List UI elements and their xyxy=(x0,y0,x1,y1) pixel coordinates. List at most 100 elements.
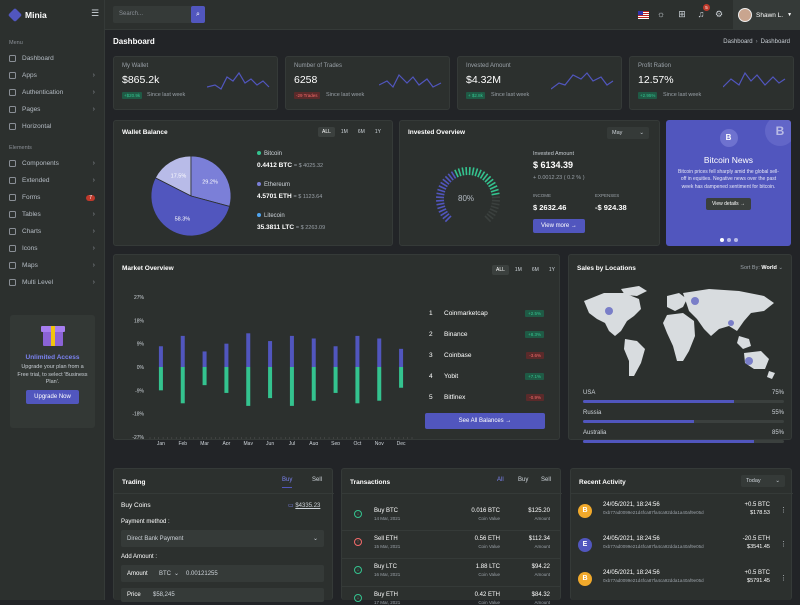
promo-description: Upgrade your plan from a Free trial, to … xyxy=(16,364,89,387)
view-more-button[interactable]: View more → xyxy=(533,219,585,233)
bar[interactable] xyxy=(334,346,338,367)
tab-1y[interactable]: 1Y xyxy=(371,127,385,137)
bar[interactable] xyxy=(246,333,250,367)
gear-icon[interactable]: ⚙ xyxy=(714,9,724,19)
expenses-value: -$ 924.38 xyxy=(595,203,627,212)
bar[interactable] xyxy=(399,367,403,388)
tab-1m[interactable]: 1M xyxy=(337,127,352,137)
payment-method-select[interactable]: Direct Bank Payment⌄ xyxy=(121,530,324,547)
balance-link[interactable]: ▭ $4335.23 xyxy=(288,502,320,509)
exchange-change-badge: -0.9% xyxy=(526,394,544,401)
month-select[interactable]: May⌄ xyxy=(607,127,649,139)
theme-toggle-icon[interactable]: ☼ xyxy=(656,9,666,19)
more-options-icon[interactable]: ⋮ xyxy=(780,574,787,582)
tab-all[interactable]: All xyxy=(497,477,504,483)
bar[interactable] xyxy=(181,336,185,367)
bar[interactable] xyxy=(312,338,316,367)
coin-name: Litecoin xyxy=(257,213,285,219)
sidebar-item-multi-level[interactable]: Multi Level› xyxy=(0,274,104,291)
us-flag-icon[interactable] xyxy=(638,11,649,19)
location-name: Australia xyxy=(583,430,606,436)
brand[interactable]: Minia xyxy=(0,0,104,30)
search-input[interactable]: Search... xyxy=(113,6,203,23)
bar[interactable] xyxy=(312,367,316,401)
sidebar-item-charts[interactable]: Charts› xyxy=(0,223,104,240)
bar[interactable] xyxy=(399,349,403,367)
tab-all[interactable]: ALL xyxy=(318,127,335,137)
world-map[interactable] xyxy=(579,281,784,386)
sidebar-item-components[interactable]: Components› xyxy=(0,155,104,172)
gauge-tick xyxy=(439,186,446,189)
sidebar-item-apps[interactable]: Apps› xyxy=(0,67,104,84)
user-menu[interactable]: Shawn L. ▼ xyxy=(733,0,800,30)
bar[interactable] xyxy=(203,351,207,367)
bar[interactable] xyxy=(355,336,359,367)
tab-sell[interactable]: Sell xyxy=(541,477,551,483)
gauge-tick xyxy=(458,168,460,176)
sidebar-item-icons[interactable]: Icons› xyxy=(0,240,104,257)
search-icon[interactable]: ⌕ xyxy=(191,6,205,23)
tab-6m[interactable]: 6M xyxy=(354,127,369,137)
more-options-icon[interactable]: ⋮ xyxy=(780,506,787,514)
menu-toggle-icon[interactable]: ☰ xyxy=(90,8,100,18)
bar[interactable] xyxy=(377,367,381,401)
bar[interactable] xyxy=(334,367,338,393)
stat-label: Profit Ration xyxy=(638,63,671,69)
bar[interactable] xyxy=(224,367,228,393)
bar[interactable] xyxy=(290,367,294,406)
see-all-balances-button[interactable]: See All Balances → xyxy=(425,413,545,429)
bar[interactable] xyxy=(290,336,294,367)
apps-grid-icon[interactable]: ⊞ xyxy=(677,9,687,19)
tab-6m[interactable]: 6M xyxy=(528,265,543,275)
bar[interactable] xyxy=(159,346,163,367)
tab-buy[interactable]: Buy xyxy=(518,477,528,483)
sidebar-item-horizontal[interactable]: Horizontal xyxy=(0,118,104,135)
sidebar-item-tables[interactable]: Tables› xyxy=(0,206,104,223)
gauge-tick xyxy=(490,186,497,189)
bar[interactable] xyxy=(224,344,228,367)
bar[interactable] xyxy=(181,367,185,403)
y-tick-label: 27% xyxy=(134,295,145,301)
sort-select[interactable]: Sort By: World ⌄ xyxy=(740,265,783,271)
bar[interactable] xyxy=(203,367,207,385)
bar[interactable] xyxy=(377,338,381,367)
x-tick-label: Apr xyxy=(223,441,231,445)
activity-period-select[interactable]: Today⌄ xyxy=(741,475,785,487)
sidebar-item-authentication[interactable]: Authentication› xyxy=(0,84,104,101)
tab-sell[interactable]: Sell xyxy=(312,477,322,483)
wallet-title: Wallet Balance xyxy=(122,129,168,136)
bar[interactable] xyxy=(159,367,163,390)
menu-item-icon xyxy=(9,228,16,235)
add-amount-label: Add Amount : xyxy=(121,554,157,560)
tab-all[interactable]: ALL xyxy=(492,265,509,275)
bar[interactable] xyxy=(355,367,359,403)
sidebar-item-extended[interactable]: Extended› xyxy=(0,172,104,189)
breadcrumb-item[interactable]: Dashboard xyxy=(723,39,752,45)
upgrade-button[interactable]: Upgrade Now xyxy=(26,390,79,404)
bar[interactable] xyxy=(268,341,272,367)
tab-1m[interactable]: 1M xyxy=(511,265,526,275)
x-tick-label: Mar xyxy=(200,441,209,445)
sidebar-item-maps[interactable]: Maps› xyxy=(0,257,104,274)
more-options-icon[interactable]: ⋮ xyxy=(780,540,787,548)
bar[interactable] xyxy=(246,367,250,406)
view-details-button[interactable]: View details → xyxy=(706,198,751,210)
carousel-dots[interactable] xyxy=(666,238,791,242)
sidebar-item-pages[interactable]: Pages› xyxy=(0,101,104,118)
bar[interactable] xyxy=(268,367,272,398)
sidebar-item-dashboard[interactable]: Dashboard xyxy=(0,50,104,67)
chevron-right-icon: › xyxy=(93,89,95,96)
tab-1y[interactable]: 1Y xyxy=(545,265,559,275)
gauge-tick xyxy=(437,189,445,191)
tab-buy[interactable]: Buy xyxy=(282,477,292,488)
